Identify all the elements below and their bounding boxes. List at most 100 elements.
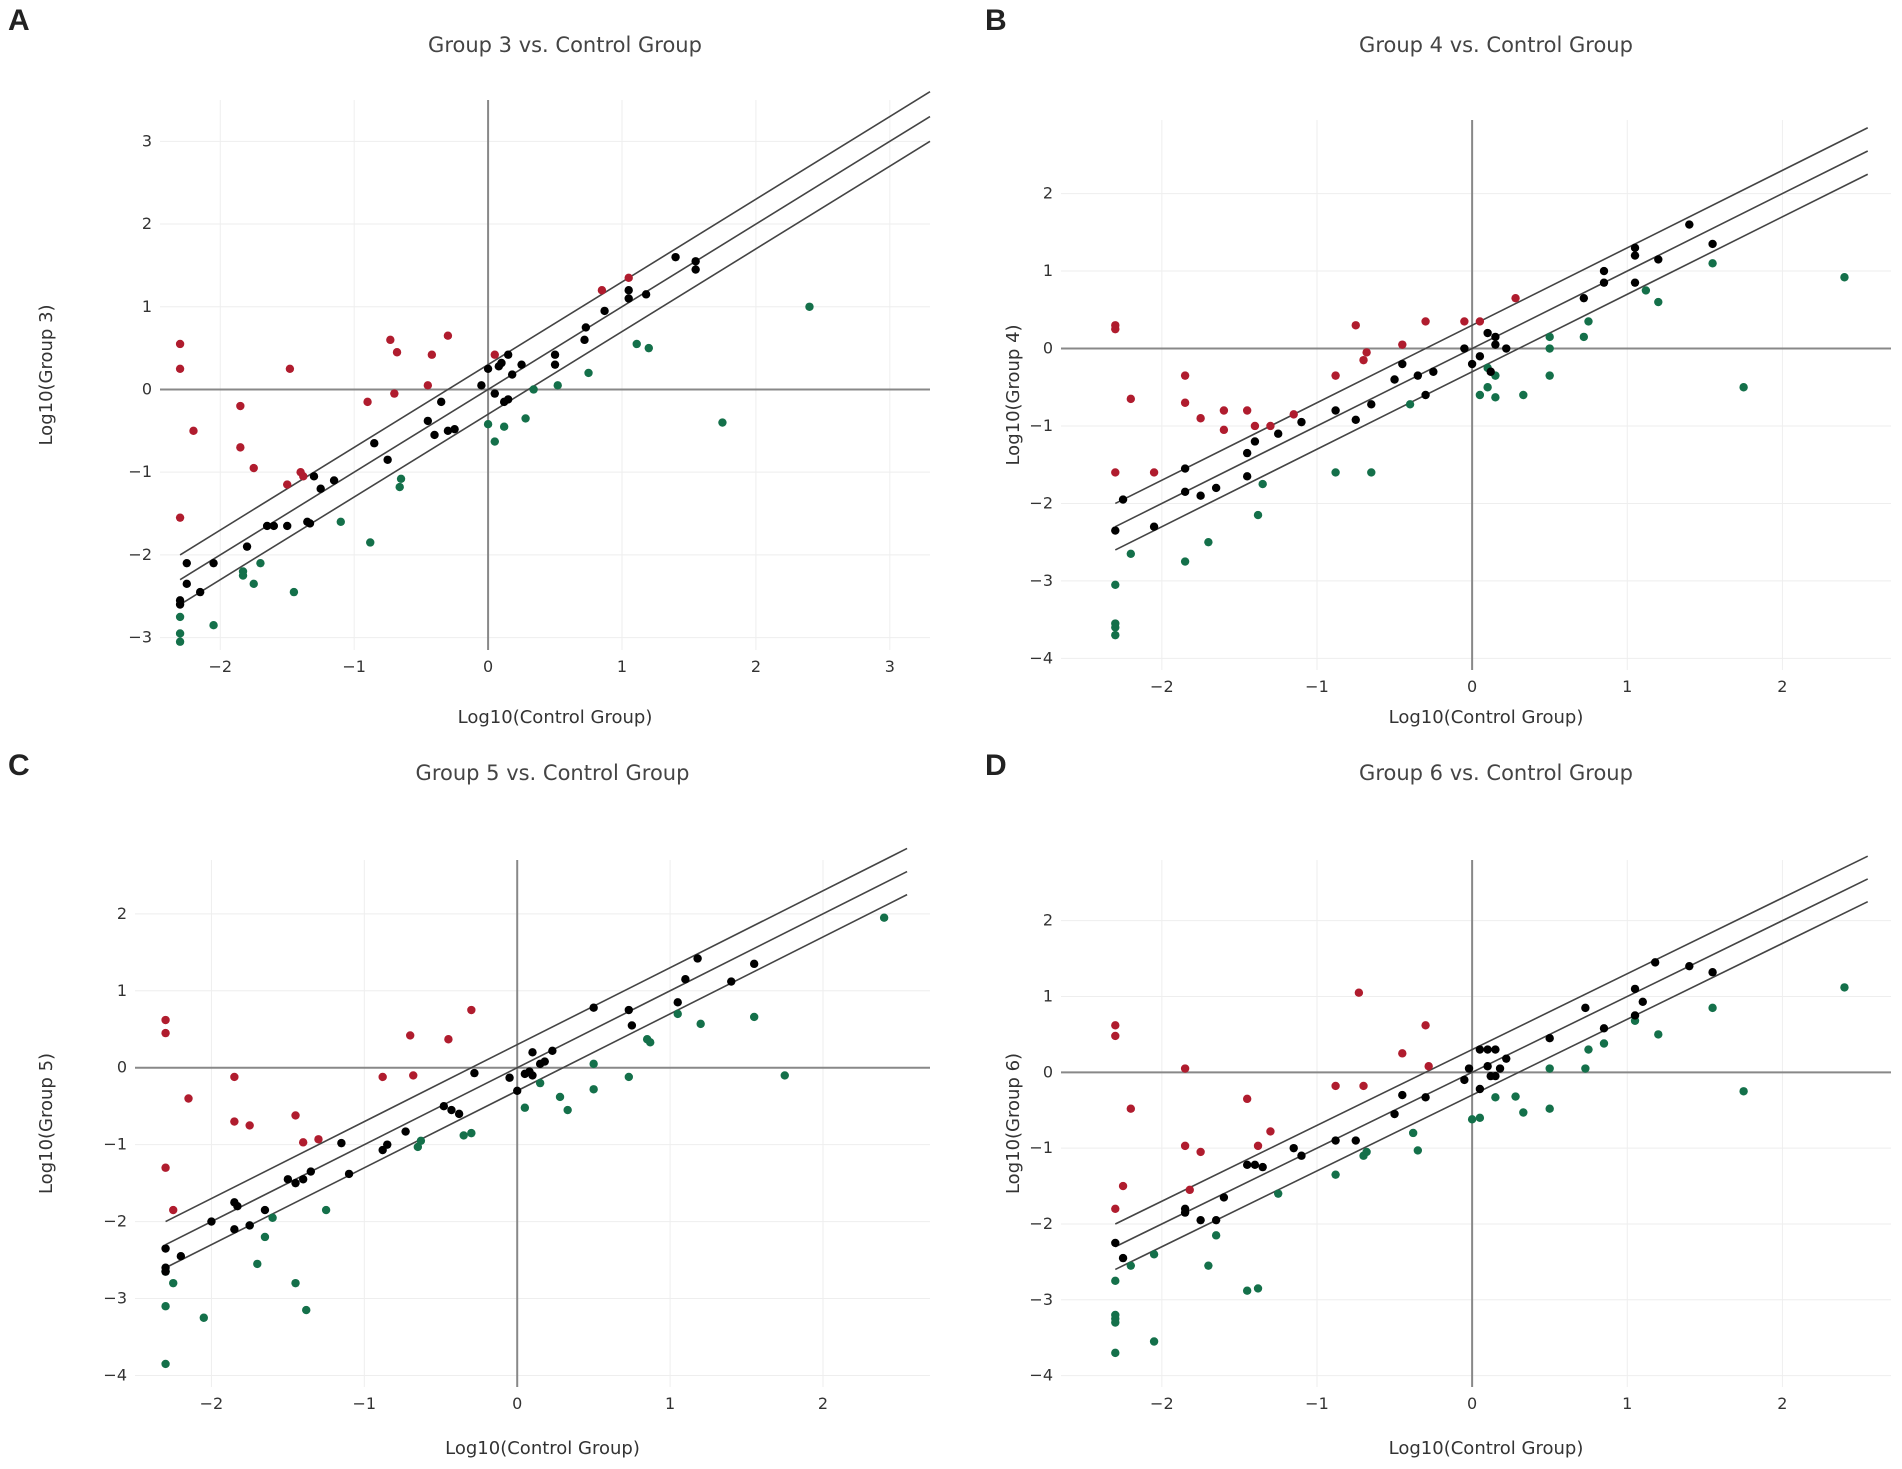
y-tick-label: −4: [1029, 648, 1053, 667]
y-axis-label: Log10(Group 5): [36, 1053, 57, 1194]
data-point-down: [1467, 1115, 1477, 1124]
data-point-neutral: [517, 360, 526, 369]
data-point-neutral: [337, 1138, 346, 1148]
data-point-neutral: [1467, 359, 1477, 369]
data-point-up: [1126, 1104, 1136, 1113]
data-point-up: [1362, 348, 1371, 357]
data-point-neutral: [691, 265, 700, 274]
data-point-down: [1641, 286, 1651, 295]
data-point-up: [1196, 414, 1205, 423]
data-point-up: [1180, 398, 1190, 407]
data-point-down: [199, 1313, 208, 1322]
data-point-down: [535, 1078, 545, 1088]
data-point-up: [161, 1015, 170, 1025]
reference-line: [1114, 173, 1869, 551]
data-point-down: [1708, 1003, 1717, 1013]
data-point-neutral: [1297, 417, 1306, 427]
data-point-down: [1519, 1108, 1528, 1117]
data-point-down: [1475, 390, 1485, 400]
data-point-neutral: [1273, 429, 1283, 438]
data-point-neutral: [383, 1140, 392, 1149]
x-tick-label: −2: [208, 657, 232, 676]
data-point-neutral: [1242, 448, 1252, 458]
data-point-up: [467, 1005, 476, 1015]
data-point-up: [444, 1035, 453, 1044]
data-point-down: [1491, 1093, 1500, 1102]
data-point-neutral: [262, 521, 272, 531]
x-tick-label: −1: [1305, 677, 1329, 696]
data-point-neutral: [1599, 278, 1609, 287]
x-tick-label: −1: [342, 657, 366, 676]
data-point-down: [1545, 1064, 1554, 1073]
data-point-neutral: [477, 381, 486, 390]
data-point-down: [644, 343, 653, 353]
data-point-down: [1111, 623, 1120, 632]
data-point-neutral: [1111, 1238, 1120, 1248]
data-point-up: [298, 1138, 308, 1147]
data-point-neutral: [291, 1178, 300, 1188]
data-point-up: [184, 1094, 193, 1103]
data-point-neutral: [1180, 487, 1190, 497]
data-point-down: [673, 1009, 682, 1019]
y-tick-label: −3: [128, 628, 152, 647]
data-point-down: [1405, 400, 1415, 409]
data-point-down: [1840, 983, 1849, 992]
data-point-neutral: [1390, 1109, 1399, 1119]
data-point-up: [1180, 1141, 1190, 1151]
data-point-down: [321, 1205, 331, 1215]
data-point-up: [1266, 1127, 1275, 1136]
x-tick-label: 2: [818, 1394, 828, 1413]
data-point-neutral: [540, 1057, 549, 1066]
data-point-up: [1359, 1081, 1368, 1091]
data-point-neutral: [1211, 1215, 1221, 1225]
data-point-neutral: [1475, 1045, 1485, 1054]
data-point-neutral: [1196, 1215, 1205, 1225]
data-point-neutral: [1630, 1011, 1640, 1020]
y-tick-label: −1: [1029, 1138, 1053, 1157]
data-point-down: [584, 368, 593, 378]
x-axis-label: Log10(Control Group): [458, 707, 653, 728]
data-point-down: [1126, 549, 1136, 559]
data-point-down: [1413, 1146, 1423, 1155]
data-point-neutral: [161, 1244, 170, 1253]
data-point-up: [169, 1205, 178, 1215]
data-point-neutral: [309, 472, 319, 481]
data-point-neutral: [242, 542, 252, 551]
data-point-neutral: [470, 1068, 479, 1078]
data-point-up: [378, 1072, 387, 1082]
data-point-neutral: [624, 1005, 634, 1015]
y-tick-label: 2: [142, 214, 152, 233]
data-point-neutral: [1149, 522, 1159, 531]
data-point-up: [249, 463, 258, 473]
data-point-down: [395, 482, 404, 492]
data-point-neutral: [671, 252, 680, 262]
data-point-neutral: [1630, 278, 1640, 287]
data-point-neutral: [507, 370, 517, 379]
x-tick-label: 0: [1467, 677, 1477, 696]
data-point-down: [1584, 317, 1593, 326]
data-point-neutral: [1708, 968, 1717, 977]
data-point-neutral: [1421, 1093, 1430, 1102]
data-point-neutral: [269, 521, 279, 531]
data-point-neutral: [1581, 1003, 1590, 1013]
data-point-down: [805, 302, 814, 311]
y-tick-label: 0: [117, 1058, 127, 1077]
data-point-neutral: [1196, 491, 1205, 500]
data-point-neutral: [528, 1071, 537, 1080]
data-point-neutral: [550, 360, 560, 369]
data-point-down: [1584, 1045, 1593, 1054]
data-point-neutral: [624, 294, 633, 303]
data-point-neutral: [548, 1046, 557, 1055]
y-axis-label: Log10(Group 3): [36, 304, 57, 445]
data-point-down: [1126, 1261, 1136, 1270]
data-point-neutral: [693, 954, 702, 963]
x-tick-label: 0: [1467, 1394, 1477, 1413]
data-point-neutral: [1650, 958, 1660, 967]
reference-line: [1114, 900, 1869, 1271]
data-point-neutral: [1491, 1045, 1500, 1054]
data-point-neutral: [161, 1267, 170, 1276]
data-point-up: [1351, 321, 1360, 330]
chart-title: Group 6 vs. Control Group: [1359, 761, 1633, 785]
data-point-up: [314, 1135, 323, 1144]
data-point-neutral: [1502, 1054, 1511, 1063]
